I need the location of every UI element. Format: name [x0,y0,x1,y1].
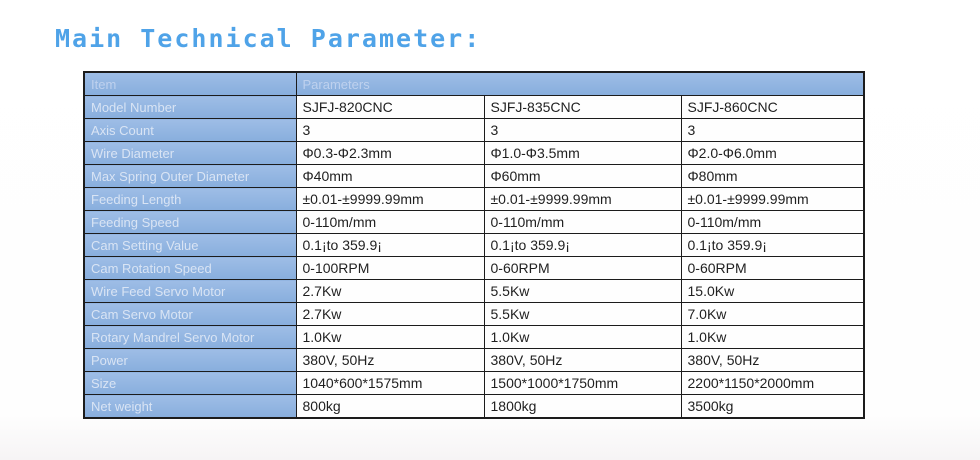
row-label: Net weight [83,394,297,419]
row-value: 2.7Kw [295,302,485,326]
header-item-cell: Item [83,71,297,96]
row-value: 3500kg [680,394,865,419]
row-label: Model Number [83,95,297,119]
row-value: 0.1¡to 359.9¡ [295,233,485,257]
row-value: SJFJ-860CNC [680,95,865,119]
table-row: Net weight 800kg 1800kg 3500kg [83,394,865,419]
row-value: 800kg [295,394,485,419]
row-label: Wire Diameter [83,141,297,165]
row-value: 5.5Kw [483,302,682,326]
row-value: 1500*1000*1750mm [483,371,682,395]
row-label: Max Spring Outer Diameter [83,164,297,188]
row-label: Cam Servo Motor [83,302,297,326]
table-row: Axis Count 3 3 3 [83,118,865,142]
row-label: Power [83,348,297,372]
row-value: 3 [680,118,865,142]
table-row: Feeding Length ±0.01-±9999.99mm ±0.01-±999… [83,187,865,211]
spec-table: Item Parameters Model Number SJFJ-820CNC S… [83,71,866,419]
row-value: 1800kg [483,394,682,419]
table-row: Power 380V, 50Hz 380V, 50Hz 380V, 50Hz [83,348,865,372]
row-value: 1.0Kw [483,325,682,349]
row-value: 0.1¡to 359.9¡ [680,233,865,257]
row-label: Axis Count [83,118,297,142]
row-value: SJFJ-820CNC [295,95,485,119]
row-value: 0-110m/mm [680,210,865,234]
row-value: 7.0Kw [680,302,865,326]
table-row: Cam Rotation Speed 0-100RPM 0-60RPM 0-60RPM [83,256,865,280]
row-value: 380V, 50Hz [295,348,485,372]
row-label: Cam Setting Value [83,233,297,257]
row-label: Rotary Mandrel Servo Motor [83,325,297,349]
row-value: 0-110m/mm [483,210,682,234]
row-value: 0-60RPM [680,256,865,280]
table-row: Rotary Mandrel Servo Motor 1.0Kw 1.0Kw 1.0K… [83,325,865,349]
row-value: ±0.01-±9999.99mm [680,187,865,211]
row-value: 380V, 50Hz [680,348,865,372]
header-parameters-cell: Parameters [295,71,865,96]
table-row: Wire Diameter Φ0.3-Φ2.3mm Φ1.0-Φ3.5mm Φ2.0-… [83,141,865,165]
table-row: Max Spring Outer Diameter Φ40mm Φ60mm Φ80mm [83,164,865,188]
table-header-row: Item Parameters [83,71,865,96]
row-value: 1.0Kw [295,325,485,349]
table-row: Size 1040*600*1575mm 1500*1000*1750mm 2200*… [83,371,865,395]
row-value: ±0.01-±9999.99mm [295,187,485,211]
row-value: Φ60mm [483,164,682,188]
table-row: Feeding Speed 0-110m/mm 0-110m/mm 0-110m/mm [83,210,865,234]
row-label: Cam Rotation Speed [83,256,297,280]
table-row: Cam Servo Motor 2.7Kw 5.5Kw 7.0Kw [83,302,865,326]
spec-table-body: Item Parameters Model Number SJFJ-820CNC S… [83,71,865,419]
row-value: 1.0Kw [680,325,865,349]
row-value: 0-100RPM [295,256,485,280]
table-row: Model Number SJFJ-820CNC SJFJ-835CNC SJFJ-8… [83,95,865,119]
row-value: Φ80mm [680,164,865,188]
row-value: 5.5Kw [483,279,682,303]
page-title: Main Technical Parameter: [55,24,482,53]
table-row: Wire Feed Servo Motor 2.7Kw 5.5Kw 15.0Kw [83,279,865,303]
row-label: Wire Feed Servo Motor [83,279,297,303]
row-value: 0-60RPM [483,256,682,280]
row-label: Feeding Speed [83,210,297,234]
row-value: ±0.01-±9999.99mm [483,187,682,211]
row-value: Φ2.0-Φ6.0mm [680,141,865,165]
row-value: 2200*1150*2000mm [680,371,865,395]
row-value: 15.0Kw [680,279,865,303]
table-row: Cam Setting Value 0.1¡to 359.9¡ 0.1¡to 359… [83,233,865,257]
row-value: 0.1¡to 359.9¡ [483,233,682,257]
row-value: 0-110m/mm [295,210,485,234]
row-value: 1040*600*1575mm [295,371,485,395]
row-value: 3 [483,118,682,142]
row-value: Φ40mm [295,164,485,188]
row-value: Φ0.3-Φ2.3mm [295,141,485,165]
row-label: Size [83,371,297,395]
row-label: Feeding Length [83,187,297,211]
row-value: Φ1.0-Φ3.5mm [483,141,682,165]
row-value: 380V, 50Hz [483,348,682,372]
row-value: 2.7Kw [295,279,485,303]
row-value: SJFJ-835CNC [483,95,682,119]
row-value: 3 [295,118,485,142]
